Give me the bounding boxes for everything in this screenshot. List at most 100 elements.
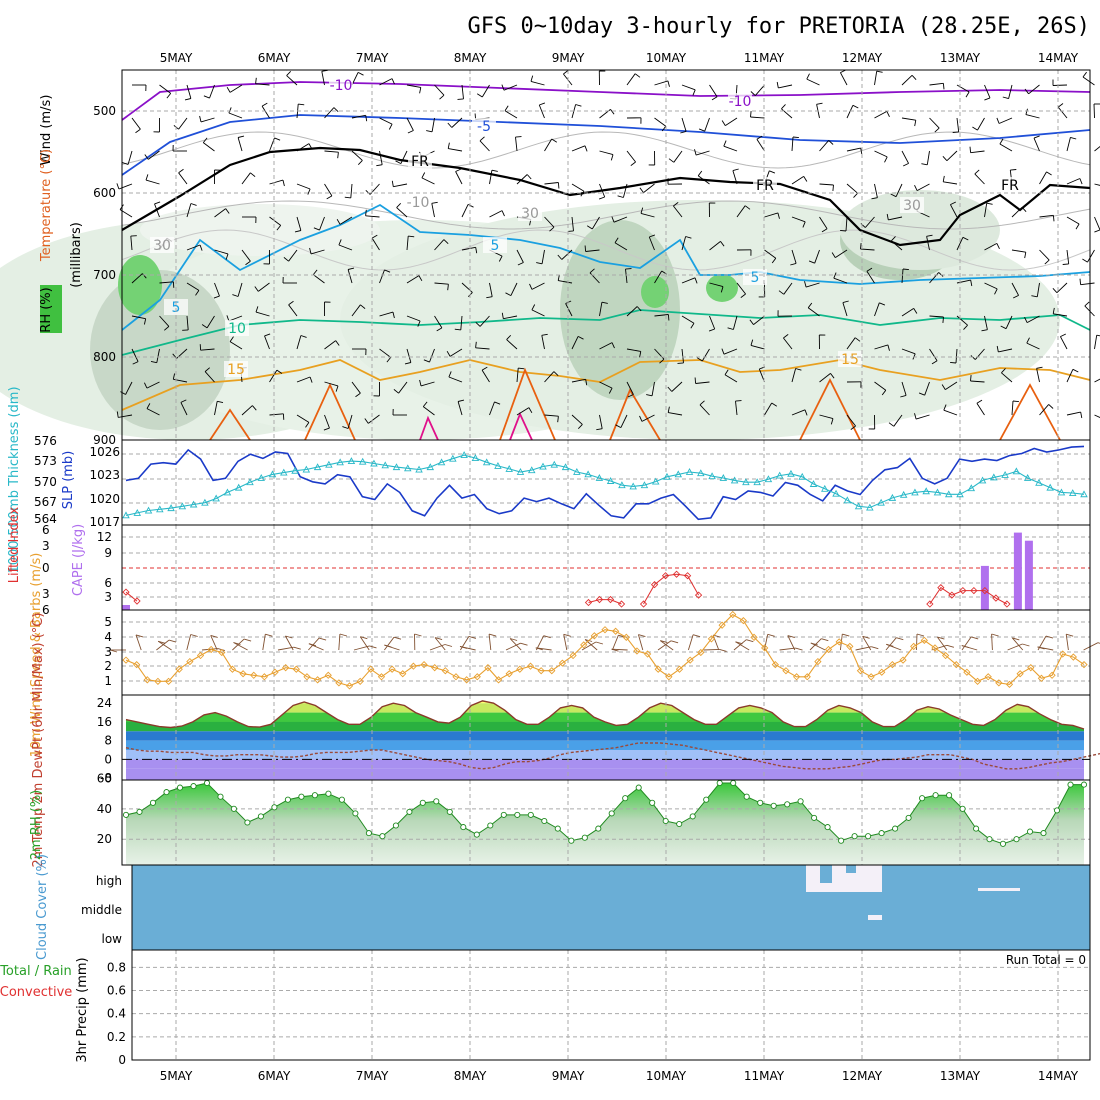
wind-barb-flag <box>778 290 785 295</box>
wind-barb <box>516 249 524 263</box>
wind-barb <box>599 183 606 198</box>
wind-barb <box>571 378 586 383</box>
rh-marker <box>1013 836 1020 843</box>
wind-barb-flag <box>769 170 776 174</box>
date-label-top: 10MAY <box>646 51 687 65</box>
wind-barb-flag <box>918 392 925 396</box>
wind-barb-flag <box>252 405 257 411</box>
wind-barb-flag <box>396 202 402 208</box>
wind-barb <box>724 374 738 383</box>
rh-marker <box>284 796 291 803</box>
wind-barb-flag <box>750 339 754 346</box>
rh-marker <box>649 799 656 806</box>
wind-barb-flag <box>307 188 311 195</box>
wind-barb <box>699 404 710 416</box>
wind-barb <box>626 150 636 163</box>
wind-barb <box>339 216 353 225</box>
wind-barb <box>571 145 586 152</box>
y-axis-label: (millibars) <box>69 222 84 288</box>
wind-barb <box>451 117 463 128</box>
wind-barb-flag <box>342 426 349 429</box>
wind-barb <box>819 216 828 229</box>
wind-barb <box>697 175 710 185</box>
contour-label: -10 <box>330 78 353 94</box>
wind-barb <box>791 136 794 152</box>
wind-barb-flag <box>365 115 368 122</box>
wind-barb-flag <box>158 640 166 644</box>
wind-barb <box>178 117 188 130</box>
wind-barb-flag <box>357 160 363 166</box>
wind-marker <box>612 627 620 635</box>
thickness-marker <box>527 466 536 474</box>
wind-barb-flag <box>586 225 593 230</box>
thickness-marker <box>257 474 266 481</box>
wind-barb <box>874 302 880 317</box>
wind-barb-flag <box>243 638 252 642</box>
rh-marker <box>419 799 426 806</box>
rh-marker <box>527 811 534 818</box>
wind-barb-flag <box>145 174 149 181</box>
thickness-marker <box>911 488 919 496</box>
wind-barb <box>448 148 463 152</box>
wind-marker <box>920 636 928 644</box>
wind-barb-flag <box>831 252 836 258</box>
thickness-marker <box>832 489 840 497</box>
y-tick-label-right: 1017 <box>89 515 120 529</box>
wind-barb-flag <box>369 645 377 649</box>
wind-barb-flag <box>1079 178 1083 185</box>
wind-barb <box>255 83 270 86</box>
wind-barb-flag <box>781 104 786 110</box>
rh-shading <box>140 204 380 256</box>
y-tick-label: 2 <box>104 659 112 673</box>
wind-barb <box>673 205 683 218</box>
y-tick-label-right: 3 <box>104 590 112 604</box>
wind-barb <box>423 406 435 416</box>
wind-barb-flag <box>832 184 834 191</box>
wind-barb <box>338 244 353 251</box>
rh-marker <box>878 830 885 837</box>
wind-marker <box>952 661 960 669</box>
contour-label: -10 <box>407 195 430 211</box>
thickness-marker <box>1046 483 1054 491</box>
wind-barb-flag <box>339 633 348 637</box>
wind-barb-flag <box>692 89 696 96</box>
wind-barb <box>379 311 394 317</box>
thickness-marker <box>730 476 739 484</box>
contour-label-bg <box>518 205 542 221</box>
wind-barb-flag <box>557 254 563 260</box>
wind-barb-flag <box>589 268 595 274</box>
wind-barb-flag <box>305 422 310 428</box>
wind-marker <box>388 665 396 673</box>
li-marker <box>617 600 626 608</box>
wind-barb-flag <box>254 286 259 292</box>
wind-barb <box>406 315 421 322</box>
wind-barb-flag <box>976 399 983 404</box>
wind-barb <box>504 110 518 119</box>
wind-barb-flag <box>447 142 450 149</box>
wind-barb-flag <box>1082 71 1087 78</box>
wind-barb-flag <box>1026 337 1030 344</box>
contour-label: FR <box>756 178 774 194</box>
wind-barb <box>489 282 493 297</box>
wind-barb-flag <box>336 218 341 225</box>
wind-barb <box>956 84 970 93</box>
wind-barb <box>156 348 160 363</box>
wind-barb <box>807 307 820 317</box>
wind-marker <box>771 661 779 669</box>
y-tick-label: 900 <box>93 433 116 447</box>
wind-barb-flag <box>255 77 257 84</box>
wind-barb-flag <box>842 300 849 304</box>
thickness-marker <box>426 463 435 471</box>
wind-barb <box>687 634 694 651</box>
rh-marker <box>1040 830 1047 837</box>
wind-barb-flag <box>344 196 351 199</box>
wind-barb-flag <box>457 399 465 402</box>
wind-barb <box>874 381 887 391</box>
wind-barb <box>956 117 960 132</box>
y-tick-label: -8 <box>100 771 112 785</box>
wind-barb <box>159 315 170 327</box>
wind-barb-flag <box>697 170 703 177</box>
wind-barb <box>866 271 875 284</box>
wind-barb <box>296 143 310 152</box>
thickness-marker <box>674 470 683 478</box>
